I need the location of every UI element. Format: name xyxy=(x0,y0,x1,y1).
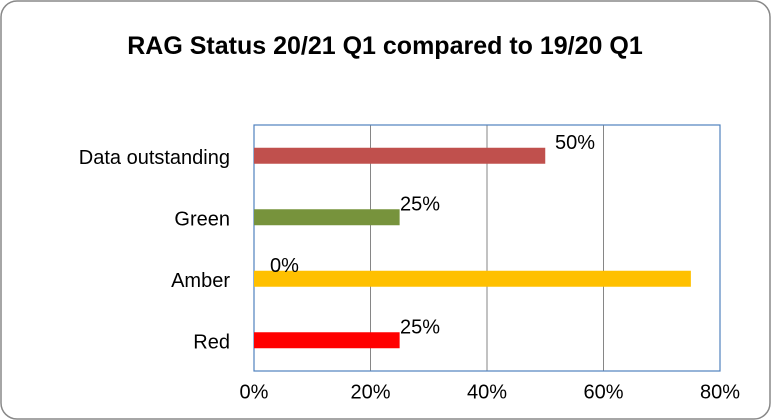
bar xyxy=(254,209,400,226)
plot-area-border xyxy=(253,124,721,372)
x-tick-label: 80% xyxy=(700,381,740,403)
bar xyxy=(254,270,691,287)
bar xyxy=(254,147,546,164)
chart-title: RAG Status 20/21 Q1 compared to 19/20 Q1 xyxy=(127,32,643,60)
annotation: 25% xyxy=(400,317,440,339)
annotation: 0% xyxy=(270,255,299,277)
x-tick-label: 40% xyxy=(467,381,507,403)
x-tick-label: 20% xyxy=(350,381,390,403)
x-tick-label: 0% xyxy=(240,381,269,403)
annotation: 25% xyxy=(400,194,440,216)
y-tick-label: Amber xyxy=(171,270,230,292)
y-tick-label: Data outstanding xyxy=(79,147,230,169)
y-tick-label: Green xyxy=(174,209,230,231)
y-tick-label: Red xyxy=(193,332,230,354)
x-tick-label: 60% xyxy=(583,381,623,403)
bar xyxy=(254,332,400,349)
annotation: 50% xyxy=(555,132,595,154)
